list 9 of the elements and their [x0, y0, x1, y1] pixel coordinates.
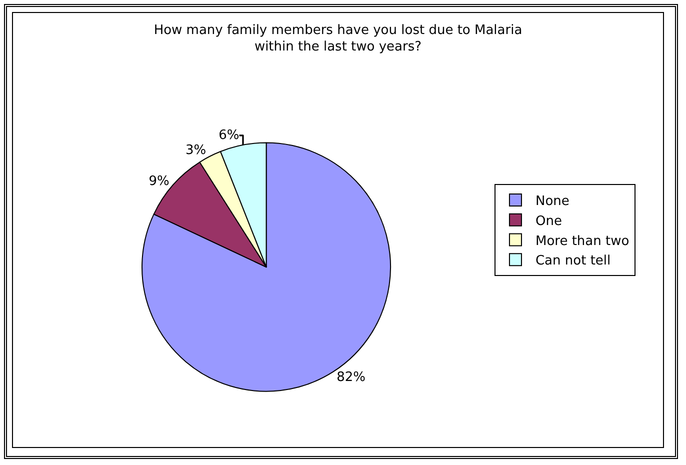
legend-label: None [535, 194, 570, 210]
legend-label: More than two [535, 234, 630, 249]
data-label: 82% [336, 370, 366, 385]
legend-label: One [535, 214, 562, 229]
legend-label: Can not tell [535, 254, 611, 269]
chart-title: How many family members have you lost due to Malaria within the last two years? [154, 22, 522, 55]
data-label: 9% [148, 174, 170, 190]
data-label: 3% [185, 142, 206, 158]
data-label: 6% [218, 128, 240, 143]
